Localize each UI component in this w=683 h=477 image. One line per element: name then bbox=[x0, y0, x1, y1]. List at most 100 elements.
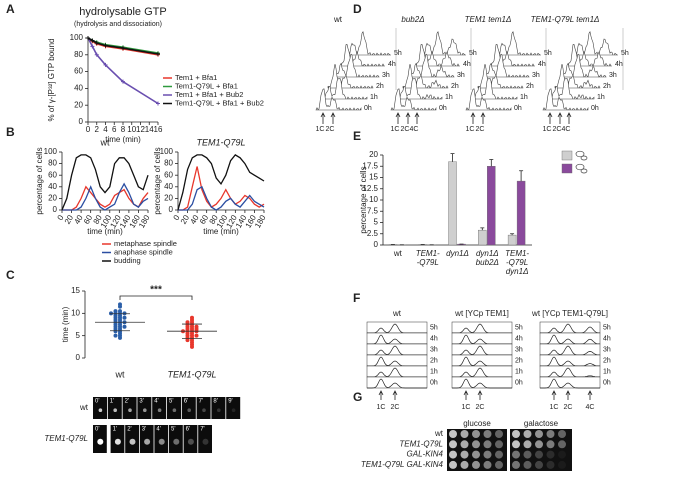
panel-label: A bbox=[6, 2, 15, 16]
histogram-trace bbox=[477, 64, 524, 89]
y-axis-label: % of γ-[P³²] GTP bound bbox=[47, 39, 56, 122]
chart-title: hydrolysable GTP bbox=[79, 6, 166, 18]
error-bar bbox=[519, 170, 524, 182]
histogram-trace bbox=[540, 323, 601, 334]
x-tick-label: 10 bbox=[127, 125, 136, 134]
x-tick-label: 0 bbox=[172, 213, 182, 222]
spot bbox=[472, 440, 480, 449]
peak-label: 4C bbox=[586, 404, 595, 411]
microscopy-frame bbox=[226, 397, 241, 419]
marker bbox=[94, 41, 99, 46]
frame-time: 8' bbox=[213, 399, 217, 405]
fluorescent-spot bbox=[114, 438, 121, 445]
spot bbox=[535, 430, 543, 438]
fluorescent-spot bbox=[144, 438, 151, 445]
arrow bbox=[587, 390, 593, 400]
y-tick-label: 100 bbox=[70, 33, 84, 42]
panel-label: F bbox=[353, 291, 360, 305]
time-label: 1h bbox=[603, 368, 611, 375]
spot bbox=[460, 450, 469, 459]
histogram-trace bbox=[540, 378, 600, 389]
panel-label: E bbox=[353, 129, 361, 143]
y-tick-label: 80 bbox=[164, 159, 173, 168]
time-label: 4h bbox=[463, 61, 471, 68]
y-tick-label: 15 bbox=[71, 286, 80, 295]
spot bbox=[460, 430, 469, 438]
marker bbox=[90, 44, 95, 49]
fluorescent-spot bbox=[231, 408, 236, 413]
x-tick-label: wt bbox=[115, 369, 125, 379]
time-label: 3h bbox=[603, 346, 611, 353]
time-label: 4h bbox=[538, 61, 546, 68]
spot bbox=[546, 450, 555, 459]
histogram-trace bbox=[333, 53, 380, 78]
bar bbox=[448, 161, 457, 246]
x-tick-label: 14 bbox=[145, 125, 154, 134]
frame-time: 2' bbox=[127, 427, 131, 433]
y-tick-label: 15 bbox=[369, 173, 378, 182]
peak-label: 2C bbox=[564, 404, 573, 411]
bar bbox=[478, 229, 487, 246]
histogram-box bbox=[539, 365, 601, 378]
microscopy-frame bbox=[167, 397, 181, 419]
y-axis-label: time (min) bbox=[61, 306, 70, 342]
time-label: 3h bbox=[430, 346, 438, 353]
histogram-trace bbox=[452, 378, 512, 389]
strain-label: GAL-KIN4 bbox=[407, 450, 444, 459]
y-tick-label: 20 bbox=[48, 194, 57, 203]
frame-time: 4' bbox=[154, 399, 158, 405]
arrow bbox=[551, 390, 557, 400]
spot bbox=[535, 460, 543, 469]
peak-label: 2C bbox=[553, 126, 562, 133]
y-axis-label: percentage of cells bbox=[153, 147, 162, 214]
time-label: 5h bbox=[603, 324, 611, 331]
histogram-trace bbox=[483, 53, 530, 78]
fluorescent-spot bbox=[202, 438, 209, 445]
spot bbox=[449, 460, 457, 469]
peak-label: 2C bbox=[476, 404, 485, 411]
histogram-trace bbox=[390, 88, 437, 111]
arrow bbox=[414, 112, 420, 124]
histogram-trace bbox=[340, 44, 385, 67]
frame-time: 3' bbox=[139, 399, 143, 405]
x-tick-label: 180 bbox=[253, 213, 268, 230]
time-label: 2h bbox=[515, 357, 523, 364]
strain-label: TEM1-Q79L GAL-KIN4 bbox=[361, 460, 444, 469]
time-label: 5h bbox=[394, 50, 402, 57]
row-label: TEM1-Q79L bbox=[44, 434, 88, 443]
microscopy-frame bbox=[107, 397, 122, 419]
strain-label: TEM1-Q79L bbox=[399, 439, 443, 448]
spot bbox=[449, 450, 457, 459]
spot bbox=[460, 460, 469, 469]
y-tick-label: 2.5 bbox=[367, 229, 379, 238]
legend-cell bbox=[575, 150, 585, 158]
frame-time: 0' bbox=[95, 399, 99, 405]
y-tick-label: 5 bbox=[76, 331, 81, 340]
time-label: 5h bbox=[430, 324, 438, 331]
x-tick-label: dyn1Δ bbox=[446, 249, 469, 258]
panel-label: C bbox=[6, 268, 15, 282]
panel-title: wt [YCp TEM1] bbox=[454, 309, 509, 318]
histogram-trace bbox=[560, 53, 607, 78]
histogram-trace bbox=[548, 77, 595, 100]
spot bbox=[495, 450, 503, 459]
spot bbox=[558, 450, 566, 459]
histogram-trace bbox=[415, 44, 460, 67]
histogram-trace bbox=[540, 345, 600, 356]
time-label: 1h bbox=[370, 94, 378, 101]
marker bbox=[156, 51, 160, 56]
fluorescent-spot bbox=[173, 438, 180, 445]
microscopy-frame bbox=[183, 425, 198, 453]
chart-subtitle: (hydrolysis and dissociation) bbox=[74, 21, 162, 28]
time-label: 5h bbox=[544, 50, 552, 57]
frame-time: 6' bbox=[186, 427, 190, 433]
legend-label: Tem1 + Bfa1 + Bub2 bbox=[175, 90, 243, 99]
spot bbox=[495, 440, 503, 449]
microscopy-frame bbox=[198, 425, 212, 453]
peak-label: 2C bbox=[391, 404, 400, 411]
peak-label: 1C bbox=[543, 126, 552, 133]
y-tick-label: 40 bbox=[74, 84, 83, 93]
frame-time: 9' bbox=[228, 399, 232, 405]
histogram-trace bbox=[408, 53, 455, 78]
dot bbox=[109, 311, 113, 316]
